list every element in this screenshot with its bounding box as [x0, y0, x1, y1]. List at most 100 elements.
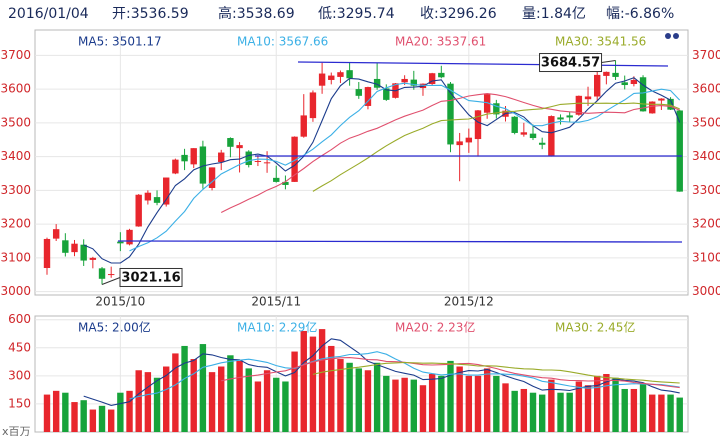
y-tick-label: 3700 — [0, 48, 31, 62]
volume-bar — [117, 392, 124, 432]
candle-body — [135, 194, 142, 227]
volume-bar — [163, 366, 170, 432]
candle-body — [438, 72, 445, 78]
y2-tick-label: 3300 — [692, 183, 720, 197]
volume-bar — [282, 381, 289, 432]
candle-body — [98, 268, 106, 279]
candle-body — [309, 92, 317, 119]
volume-bar — [181, 345, 188, 432]
candle-body — [465, 137, 473, 143]
volume-bar — [126, 390, 133, 432]
volume-bar — [566, 392, 573, 432]
candle-body — [153, 197, 161, 203]
volume-bar — [603, 374, 610, 432]
candle-body — [80, 244, 87, 261]
volume-bar — [144, 372, 152, 432]
candle-body — [364, 87, 372, 106]
volume-bar — [447, 360, 454, 432]
volume-bar — [401, 377, 408, 432]
candle-body — [71, 243, 78, 253]
volume-bar — [364, 370, 372, 432]
y2-tick-label: 3400 — [692, 149, 720, 163]
volume-bar — [575, 381, 583, 432]
header-field: 量:1.84亿 — [522, 6, 586, 22]
annotation-box — [119, 267, 183, 287]
volume-bar — [667, 394, 674, 432]
legend-entry: MA10: 2.29亿 — [237, 320, 317, 335]
volume-bar — [43, 394, 51, 432]
candle-body — [273, 177, 280, 182]
labels: 2016/01/04 开:3536.59 高:3538.69 低:3295.74 收:3… — [0, 5, 720, 436]
volume-bar — [438, 375, 445, 432]
candle-body — [126, 229, 133, 245]
volume-bar — [254, 381, 262, 432]
candle-body — [548, 116, 555, 156]
candle-body — [117, 241, 124, 244]
volume-bar — [172, 353, 179, 432]
volume-bar — [227, 355, 234, 432]
volume-bar — [502, 383, 509, 432]
volume-bar — [383, 375, 390, 432]
candle-body — [218, 152, 225, 162]
ma-line — [312, 102, 680, 192]
y2-tick-label: 3600 — [692, 82, 720, 96]
volume-bar — [337, 359, 344, 432]
candle-body — [401, 78, 408, 83]
volume-bar — [511, 390, 518, 432]
icon[interactable] — [665, 33, 671, 39]
y-tick-label: 3000 — [0, 284, 31, 298]
y-tick-label: 3500 — [0, 115, 31, 129]
ma-line — [312, 361, 680, 384]
y-tick-label: 600 — [8, 312, 31, 326]
volume-bar — [594, 375, 601, 432]
x-tick-label: 2015/11 — [251, 295, 301, 309]
candle-body — [511, 116, 518, 133]
candle-body — [594, 74, 601, 97]
candle-body — [493, 103, 500, 115]
candle-body — [199, 146, 207, 184]
trend-line — [117, 240, 683, 243]
candle-body — [649, 101, 656, 114]
candle-body — [630, 79, 638, 85]
legend-entry: MA5: 3501.17 — [78, 35, 162, 49]
ma-line — [129, 82, 681, 252]
legend-entry: MA5: 2.00亿 — [78, 320, 151, 335]
candle-body — [144, 192, 152, 201]
volume-bar — [465, 375, 473, 432]
candle-body — [447, 83, 454, 145]
candle-body — [172, 159, 179, 174]
ma-line — [220, 93, 680, 213]
volume-bar — [236, 360, 243, 432]
volume-bar — [658, 394, 665, 432]
candle-body — [318, 73, 326, 86]
candle-body — [300, 115, 307, 137]
volume-bar — [355, 368, 362, 432]
candle-body — [52, 229, 60, 239]
candle-body — [181, 154, 188, 162]
candle-body — [483, 94, 491, 113]
volume-bar — [630, 388, 638, 432]
volume-bar — [676, 397, 683, 432]
ma-line — [221, 357, 680, 389]
y2-tick-label: 3700 — [692, 48, 720, 62]
volume-bar — [456, 366, 463, 432]
volume-bar — [190, 359, 197, 432]
volume-bar — [474, 375, 482, 432]
candle-body — [62, 240, 69, 253]
candle-body — [163, 177, 170, 205]
icon[interactable] — [673, 33, 679, 39]
y-tick-label: 300 — [8, 368, 31, 382]
y2-tick-label: 3000 — [692, 284, 720, 298]
volume-bar — [493, 375, 500, 432]
candle-body — [529, 133, 537, 139]
header-field: 高:3538.69 — [218, 5, 295, 22]
annotation-connector — [601, 60, 616, 64]
volume-bar — [557, 392, 564, 432]
candle-body — [337, 72, 344, 77]
candle-body — [282, 181, 289, 185]
volume-bar — [584, 385, 592, 432]
ma-line — [129, 351, 680, 400]
y-tick-label: 3400 — [0, 149, 31, 163]
volume-bar — [300, 330, 307, 432]
candle-body — [639, 77, 647, 112]
